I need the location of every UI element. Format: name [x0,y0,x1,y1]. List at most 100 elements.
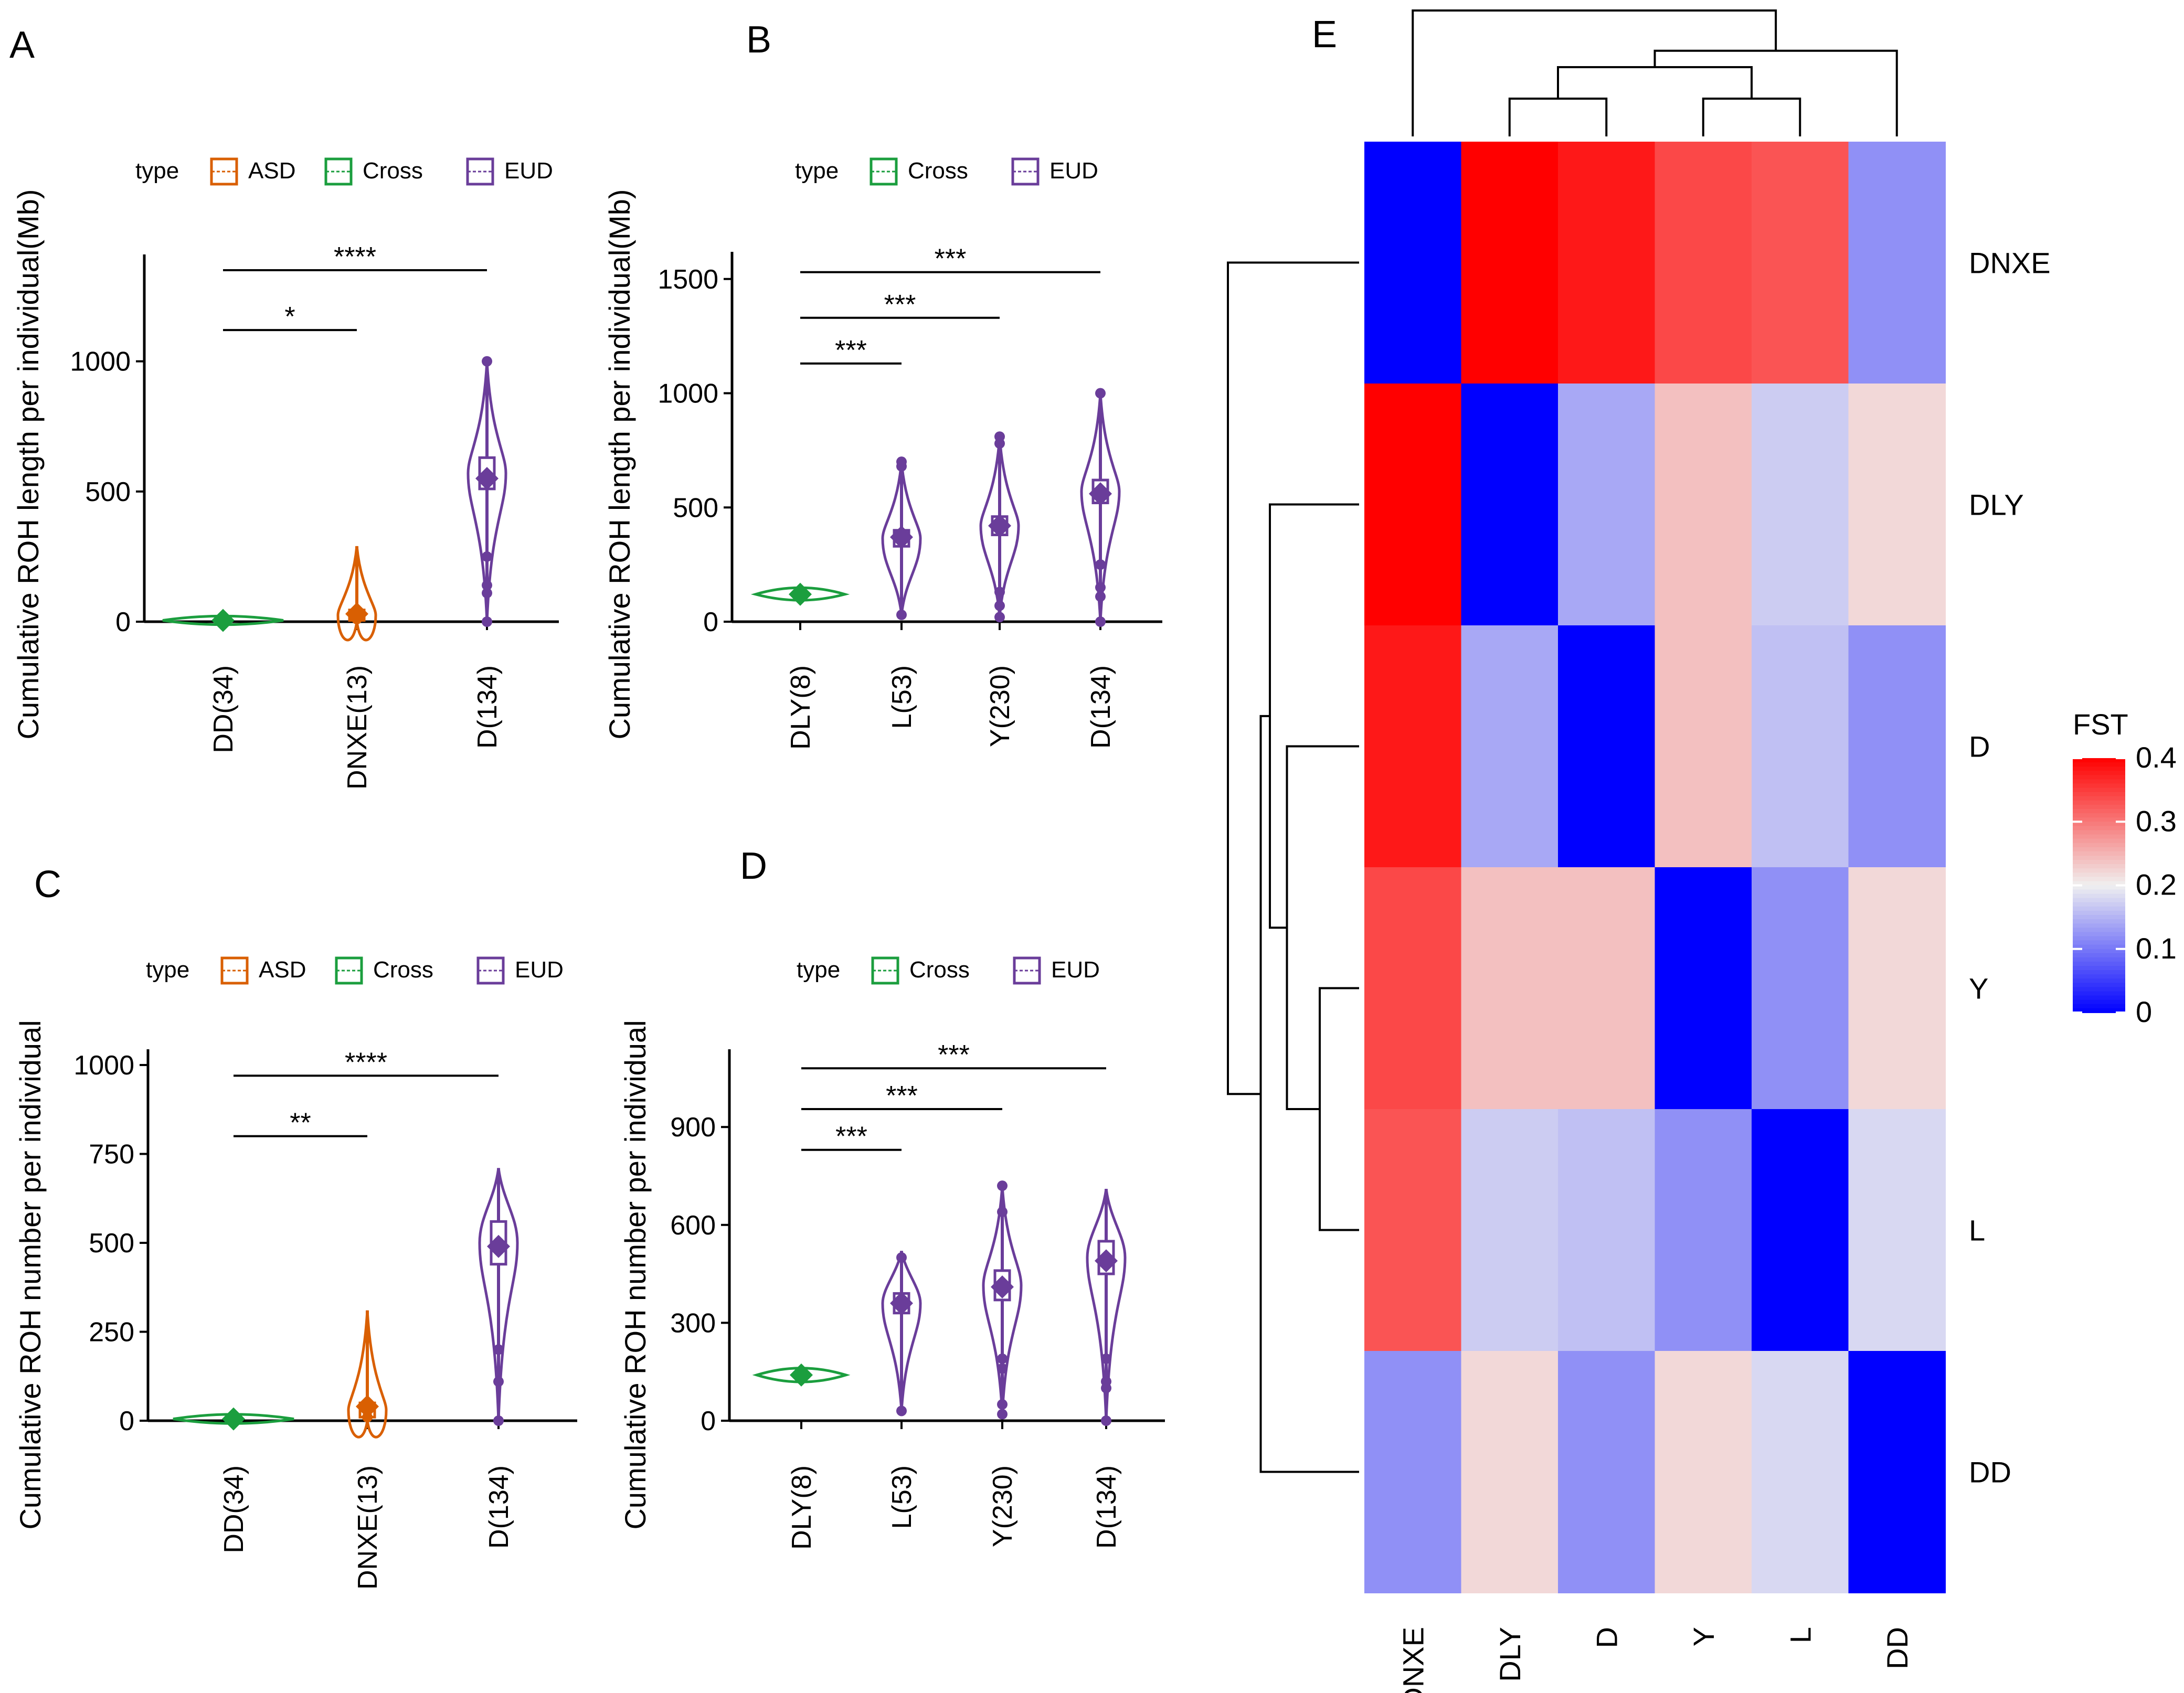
y-tick-label: 0 [703,607,718,637]
colorbar-segment [2073,957,2125,962]
legend-title: type [135,158,179,184]
mean-marker [890,1292,913,1315]
outlier-point [1095,582,1106,593]
colorbar-segment [2073,817,2125,823]
colorbar-segment [2073,902,2125,907]
row-dendrogram-branch [1227,261,1359,1095]
heatmap-cell [1848,384,1946,626]
colorbar-segment [2073,877,2125,882]
colorbar-segment [2073,889,2125,895]
column-dendrogram-branch [1653,49,1898,136]
outlier-point [493,1344,504,1355]
colorbar-segment [2073,847,2125,852]
outlier-point [482,616,492,627]
heatmap-cell [1364,1351,1462,1593]
row-label: DNXE [1969,247,2051,280]
panel-letter: C [34,864,61,906]
x-tick-label: D(134) [1091,1465,1122,1549]
colorbar-segment [2073,970,2125,975]
colorbar-segment [2073,804,2125,810]
mean-marker [345,602,368,626]
column-dendrogram-branch [1508,98,1608,136]
colorbar-segment [2073,923,2125,929]
heatmap-cell [1848,142,1946,384]
colorbar-segment [2073,813,2125,818]
outlier-point [997,1206,1008,1217]
legend-label: Cross [908,158,968,184]
colorbar-segment [2073,949,2125,954]
outlier-point [997,1399,1008,1410]
outlier-point [994,612,1005,623]
legend-label: EUD [504,158,553,184]
heatmap-cell [1461,867,1559,1110]
colorbar-segment [2073,766,2125,772]
x-tick-label: D(134) [484,1465,514,1549]
colorbar-segment [2073,983,2125,988]
row-dendrogram-branch [1286,745,1359,1110]
heatmap-cell [1364,384,1462,626]
heatmap-cell [1752,625,1849,868]
x-tick-label: DNXE(13) [342,665,373,790]
x-tick-label: L(53) [887,665,917,729]
significance-label: *** [884,290,916,320]
colorbar-segment [2073,987,2125,992]
colorbar-segment [2073,796,2125,801]
outlier-point [1101,1353,1111,1364]
colorbar-segment [2073,826,2125,831]
outlier-point [997,1180,1008,1191]
heatmap-cell [1655,1351,1752,1593]
colorbar-segment [2073,978,2125,984]
colorbar-segment [2073,809,2125,814]
colorbar-segment [2073,906,2125,911]
y-tick-label: 500 [85,477,131,507]
colorbar-segment [2073,843,2125,848]
mean-marker [211,609,235,632]
heatmap-cell [1848,1351,1946,1593]
colorbar-segment [2073,932,2125,937]
colorbar-segment [2073,966,2125,971]
outlier-point [997,1363,1008,1374]
heatmap-cell [1848,625,1946,868]
outlier-point [482,356,492,367]
outlier-point [994,431,1005,442]
colorbar-segment [2073,775,2125,780]
colorbar-segment [2073,762,2125,768]
violin [173,1413,294,1425]
y-axis-title: Cumulative ROH length per individual(Mb) [603,189,636,740]
row-label: L [1969,1214,1985,1247]
colorbar-segment [2073,779,2125,784]
y-axis-title: Cumulative ROH length per individual(Mb) [12,189,45,740]
y-tick-label: 1500 [658,264,718,295]
mean-marker [475,467,499,491]
colorbar-segment [2073,1004,2125,1009]
outlier-point [1095,388,1106,399]
colorbar-segment [2073,919,2125,924]
colorbar-segment [2073,822,2125,827]
heatmap-cell [1364,867,1462,1110]
significance-label: * [284,302,295,332]
x-tick-label: DLY(8) [786,665,816,750]
outlier-point [997,1409,1008,1420]
heatmap-cell [1752,1109,1849,1351]
significance-label: **** [345,1047,387,1078]
colorbar-segment [2073,792,2125,797]
colorbar-segment [2073,834,2125,839]
colorbar-segment [2073,940,2125,945]
heatmap-cell [1752,1351,1849,1593]
colorbar-segment [2073,991,2125,996]
heatmap-cell [1558,142,1656,384]
x-tick-label: D(134) [472,665,503,749]
legend-label: Cross [909,957,970,983]
x-tick-label: L(53) [887,1465,917,1529]
y-tick-label: 0 [701,1406,716,1436]
colorbar-segment [2073,838,2125,844]
colorbar-segment [2073,893,2125,899]
significance-label: *** [835,1122,867,1152]
colorbar-segment [2073,885,2125,890]
outlier-point [994,600,1005,611]
legend-label: EUD [1051,957,1100,983]
mean-marker [1095,1249,1118,1273]
y-tick-label: 1000 [70,347,131,377]
heatmap-cell [1461,625,1559,868]
